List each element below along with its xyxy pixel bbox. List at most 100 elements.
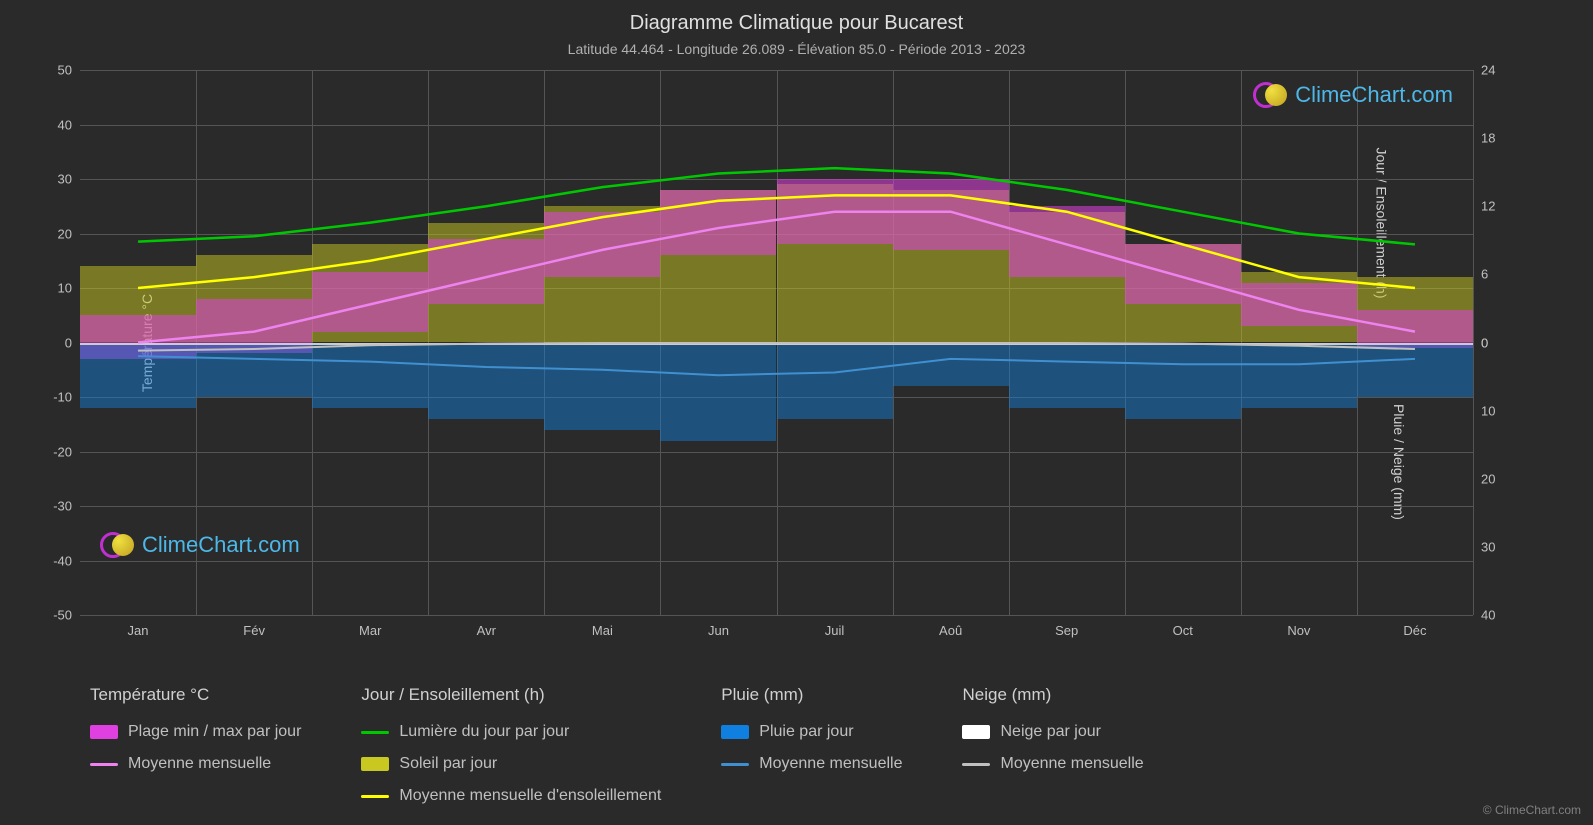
y-tick-left: -40 <box>53 553 72 568</box>
x-tick: Fév <box>243 623 265 638</box>
copyright: © ClimeChart.com <box>1483 803 1581 817</box>
legend-item-label: Moyenne mensuelle <box>1000 755 1143 773</box>
grid-line-h <box>80 615 1473 616</box>
y-tick-right-bottom: 30 <box>1481 539 1495 554</box>
temp-range-band <box>1009 206 1125 277</box>
chart-title: Diagramme Climatique pour Bucarest <box>0 0 1593 35</box>
legend-group: Pluie (mm) Pluie par jour Moyenne mensuell… <box>721 685 902 805</box>
legend-item-label: Neige par jour <box>1000 723 1101 741</box>
zero-line <box>80 343 1473 345</box>
legend-item-label: Soleil par jour <box>399 755 497 773</box>
x-tick: Oct <box>1173 623 1193 638</box>
x-tick: Juil <box>825 623 845 638</box>
legend-item: Pluie par jour <box>721 723 902 741</box>
legend-swatch-icon <box>90 725 118 739</box>
rain-band <box>1125 343 1241 419</box>
legend-group-title: Jour / Ensoleillement (h) <box>361 685 661 705</box>
watermark-text: ClimeChart.com <box>1295 82 1453 108</box>
legend-item: Moyenne mensuelle d'ensoleillement <box>361 787 661 805</box>
y-tick-left: -50 <box>53 608 72 623</box>
watermark-bottom: ClimeChart.com <box>100 530 300 560</box>
y-tick-right-top: 18 <box>1481 131 1495 146</box>
temp-range-band <box>893 179 1009 250</box>
x-tick: Aoû <box>939 623 962 638</box>
rain-band <box>312 343 428 408</box>
y-tick-left: 30 <box>58 172 72 187</box>
rain-band <box>1357 343 1473 398</box>
legend-item: Plage min / max par jour <box>90 723 301 741</box>
y-tick-right-top: 12 <box>1481 199 1495 214</box>
legend-item-label: Plage min / max par jour <box>128 723 301 741</box>
legend-item-label: Moyenne mensuelle <box>128 755 271 773</box>
x-tick: Jan <box>128 623 149 638</box>
temp-range-band <box>1241 283 1357 327</box>
legend-group: Température °C Plage min / max par jour Mo… <box>90 685 301 805</box>
legend-line-icon <box>962 763 990 766</box>
y-tick-right-bottom: 10 <box>1481 403 1495 418</box>
temp-range-band <box>544 212 660 277</box>
chart-subtitle: Latitude 44.464 - Longitude 26.089 - Élé… <box>0 35 1593 57</box>
legend-group-title: Pluie (mm) <box>721 685 902 705</box>
rain-band <box>777 343 893 419</box>
y-tick-left: 50 <box>58 63 72 78</box>
x-tick: Jun <box>708 623 729 638</box>
legend-group-title: Température °C <box>90 685 301 705</box>
rain-band <box>80 343 196 408</box>
legend-swatch-icon <box>361 757 389 771</box>
legend-line-icon <box>90 763 118 766</box>
legend-item-label: Lumière du jour par jour <box>399 723 569 741</box>
legend-item: Neige par jour <box>962 723 1143 741</box>
y-tick-right-bottom: 20 <box>1481 471 1495 486</box>
legend-group: Jour / Ensoleillement (h) Lumière du jour… <box>361 685 661 805</box>
rain-band <box>428 343 544 419</box>
legend-item-label: Moyenne mensuelle d'ensoleillement <box>399 787 661 805</box>
rain-band <box>1009 343 1125 408</box>
x-tick: Mar <box>359 623 381 638</box>
legend-item: Moyenne mensuelle <box>962 755 1143 773</box>
legend-line-icon <box>361 731 389 734</box>
y-axis-right-top-label: Jour / Ensoleillement (h) <box>1374 147 1390 298</box>
rain-band <box>544 343 660 430</box>
rain-band <box>893 343 1009 387</box>
legend-swatch-icon <box>721 725 749 739</box>
watermark-text: ClimeChart.com <box>142 532 300 558</box>
x-tick: Déc <box>1403 623 1426 638</box>
x-tick: Sep <box>1055 623 1078 638</box>
y-axis-right-bottom-label: Pluie / Neige (mm) <box>1391 404 1407 520</box>
watermark-top: ClimeChart.com <box>1253 80 1453 110</box>
rain-band <box>660 343 776 441</box>
legend-item-label: Moyenne mensuelle <box>759 755 902 773</box>
legend: Température °C Plage min / max par jour Mo… <box>90 685 1473 805</box>
legend-item: Lumière du jour par jour <box>361 723 661 741</box>
climate-chart: Diagramme Climatique pour Bucarest Latit… <box>0 0 1593 825</box>
y-tick-right-top: 6 <box>1481 267 1488 282</box>
y-tick-left: -10 <box>53 390 72 405</box>
brand-logo-icon <box>1253 80 1289 110</box>
legend-item: Moyenne mensuelle <box>90 755 301 773</box>
legend-item-label: Pluie par jour <box>759 723 853 741</box>
y-tick-left: 20 <box>58 226 72 241</box>
rain-band <box>196 343 312 398</box>
legend-item: Moyenne mensuelle <box>721 755 902 773</box>
y-tick-left: 10 <box>58 281 72 296</box>
x-tick: Nov <box>1287 623 1310 638</box>
temp-range-band <box>428 239 544 304</box>
temp-range-band <box>777 179 893 244</box>
x-tick: Mai <box>592 623 613 638</box>
y-tick-left: -30 <box>53 499 72 514</box>
legend-line-icon <box>721 763 749 766</box>
rain-band <box>1241 343 1357 408</box>
y-tick-left: 0 <box>65 335 72 350</box>
legend-swatch-icon <box>962 725 990 739</box>
legend-item: Soleil par jour <box>361 755 661 773</box>
y-tick-left: 40 <box>58 117 72 132</box>
temp-range-band <box>312 272 428 332</box>
brand-logo-icon <box>100 530 136 560</box>
legend-group: Neige (mm)Neige par jourMoyenne mensuell… <box>962 685 1143 805</box>
y-tick-right-top: 24 <box>1481 63 1495 78</box>
x-tick: Avr <box>477 623 496 638</box>
y-tick-right-bottom: 40 <box>1481 608 1495 623</box>
temp-range-band <box>1125 244 1241 304</box>
y-tick-right-bottom: 0 <box>1481 335 1488 350</box>
legend-line-icon <box>361 795 389 798</box>
